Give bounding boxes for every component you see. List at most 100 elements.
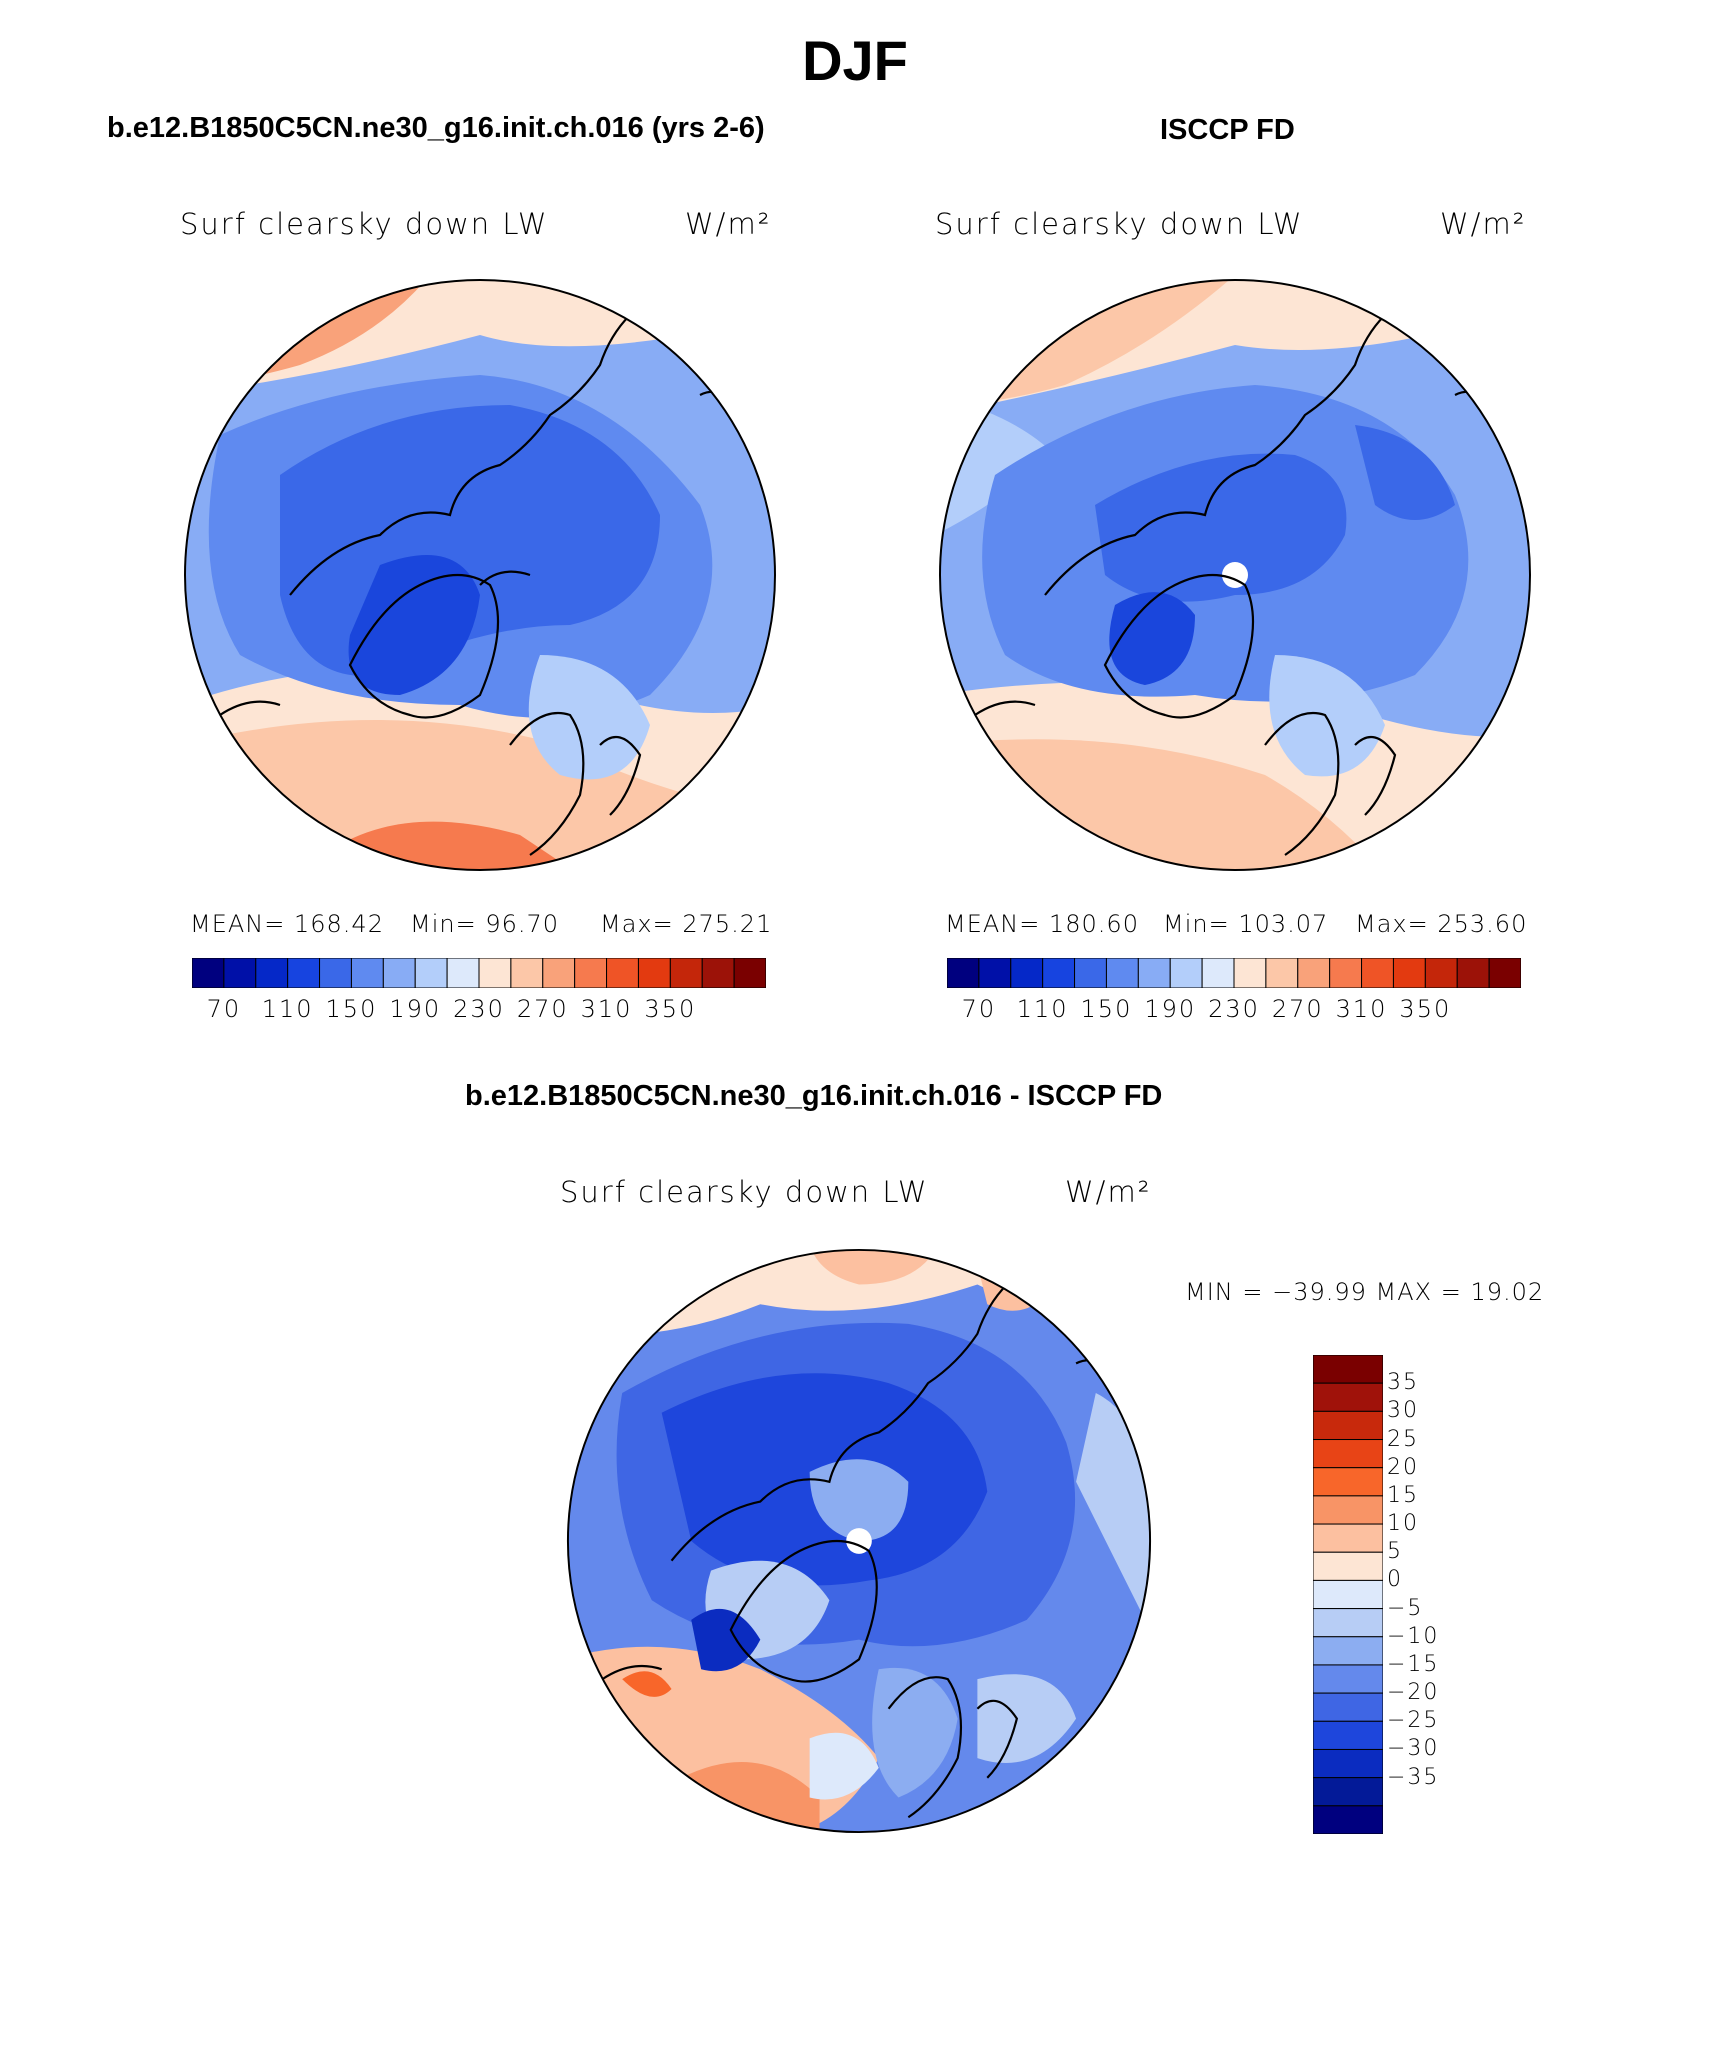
colorbar-swatch [1313, 1382, 1383, 1412]
panel-2-mean: MEAN= 180.60 [945, 910, 1139, 938]
colorbar-tick-label: 15 [1387, 1482, 1419, 1508]
colorbar-tick-label: −5 [1387, 1595, 1424, 1621]
panel-2-units-label: W/m² [1440, 207, 1527, 241]
colorbar-swatch [1329, 958, 1363, 988]
colorbar-tick-label: 5 [1387, 1539, 1403, 1565]
diff-variable-label: Surf clearsky down LW [560, 1175, 929, 1209]
colorbar-tick-label: −20 [1387, 1680, 1440, 1706]
colorbar-swatch [606, 958, 639, 988]
colorbar-tick-label: −30 [1387, 1736, 1440, 1762]
panel-1-polar-map [184, 279, 776, 871]
colorbar-swatch [978, 958, 1012, 988]
colorbar-tick-label: 0 [1387, 1567, 1403, 1593]
colorbar-swatch [1010, 958, 1044, 988]
colorbar-swatch [478, 958, 512, 988]
colorbar-swatch [1169, 958, 1203, 988]
colorbar-swatch [1297, 958, 1331, 988]
colorbar-swatch [1313, 1692, 1383, 1722]
colorbar-swatch [1105, 958, 1139, 988]
panel-2-max: Max= 253.60 [1355, 910, 1528, 938]
colorbar-tick-label: 110 [261, 995, 314, 1023]
panel-1-colorbar [192, 958, 766, 988]
colorbar-swatch [637, 958, 671, 988]
colorbar-swatch [1361, 958, 1394, 988]
colorbar-swatch [1392, 958, 1426, 988]
diff-minmax: MIN = −39.99 MAX = 19.02 [1185, 1278, 1545, 1306]
panel-1-variable-label: Surf clearsky down LW [180, 207, 549, 241]
colorbar-swatch [1313, 1467, 1383, 1497]
colorbar-tick-label: 310 [1335, 995, 1388, 1023]
colorbar-swatch [1424, 958, 1458, 988]
colorbar-swatch [1313, 1439, 1383, 1469]
colorbar-tick-label: 150 [325, 995, 378, 1023]
colorbar-swatch [1313, 1410, 1383, 1441]
colorbar-swatch [669, 958, 703, 988]
colorbar-swatch [1313, 1636, 1383, 1666]
colorbar-swatch [446, 958, 480, 988]
colorbar-swatch [733, 958, 766, 988]
colorbar-swatch [414, 958, 448, 988]
colorbar-tick-label: −15 [1387, 1651, 1440, 1677]
colorbar-swatch [1313, 1664, 1383, 1694]
colorbar-swatch [1201, 958, 1235, 988]
panel-2-case-title: ISCCP FD [1160, 114, 1295, 146]
colorbar-swatch [1313, 1579, 1383, 1610]
colorbar-tick-label: 150 [1080, 995, 1133, 1023]
panel-2-colorbar [947, 958, 1521, 988]
colorbar-swatch [1233, 958, 1267, 988]
diff-case-title: b.e12.B1850C5CN.ne30_g16.init.ch.016 - I… [465, 1080, 1163, 1112]
colorbar-tick-label: 35 [1387, 1370, 1419, 1396]
colorbar-tick-label: 70 [206, 995, 242, 1023]
colorbar-swatch [1313, 1523, 1383, 1553]
colorbar-tick-label: 230 [1208, 995, 1260, 1023]
diff-units-label: W/m² [1065, 1175, 1152, 1209]
colorbar-swatch [1313, 1495, 1383, 1525]
colorbar-swatch [382, 958, 416, 988]
colorbar-swatch [1313, 1748, 1383, 1779]
panel-2-colorbar-ticks: 70 110 150 190 230 270 310 350 [947, 995, 1521, 1025]
panel-2-variable-label: Surf clearsky down LW [935, 207, 1304, 241]
colorbar-tick-label: 230 [453, 995, 505, 1023]
colorbar-tick-label: 350 [1399, 995, 1452, 1023]
colorbar-swatch [947, 958, 980, 988]
colorbar-swatch [1313, 1805, 1383, 1834]
page-title: DJF [802, 29, 908, 92]
colorbar-tick-label: 20 [1387, 1454, 1419, 1480]
panel-2-polar-map [939, 279, 1531, 871]
panel-1-min: Min= 96.70 [410, 910, 560, 938]
colorbar-swatch [701, 958, 735, 988]
colorbar-swatch [1313, 1355, 1383, 1384]
colorbar-tick-label: 190 [389, 995, 442, 1023]
colorbar-swatch [574, 958, 608, 988]
colorbar-swatch [1042, 958, 1076, 988]
colorbar-tick-label: 70 [961, 995, 997, 1023]
colorbar-swatch [1137, 958, 1171, 988]
colorbar-tick-label: 350 [644, 995, 697, 1023]
colorbar-swatch [287, 958, 321, 988]
colorbar-swatch [319, 958, 352, 988]
colorbar-tick-label: 30 [1387, 1398, 1419, 1424]
colorbar-swatch [1456, 958, 1490, 988]
colorbar-tick-label: −35 [1387, 1764, 1440, 1790]
panel-1-mean: MEAN= 168.42 [190, 910, 384, 938]
panel-1-max: Max= 275.21 [600, 910, 773, 938]
colorbar-tick-label: 25 [1387, 1426, 1419, 1452]
colorbar-swatch [542, 958, 576, 988]
colorbar-swatch [255, 958, 289, 988]
colorbar-swatch [1313, 1608, 1383, 1638]
colorbar-tick-label: 270 [516, 995, 569, 1023]
colorbar-swatch [1313, 1551, 1383, 1581]
colorbar-tick-label: 270 [1271, 995, 1324, 1023]
panel-1-case-title: b.e12.B1850C5CN.ne30_g16.init.ch.016 (yr… [107, 112, 765, 144]
colorbar-swatch [350, 958, 384, 988]
colorbar-swatch [1488, 958, 1521, 988]
diff-polar-map [566, 1248, 1152, 1834]
colorbar-tick-label: 110 [1016, 995, 1069, 1023]
panel-1-units-label: W/m² [685, 207, 772, 241]
colorbar-swatch [1265, 958, 1299, 988]
panel-2-min: Min= 103.07 [1163, 910, 1329, 938]
colorbar-tick-label: −25 [1387, 1708, 1440, 1734]
diff-colorbar [1313, 1355, 1383, 1834]
colorbar-tick-label: −10 [1387, 1623, 1440, 1649]
colorbar-tick-label: 310 [580, 995, 633, 1023]
